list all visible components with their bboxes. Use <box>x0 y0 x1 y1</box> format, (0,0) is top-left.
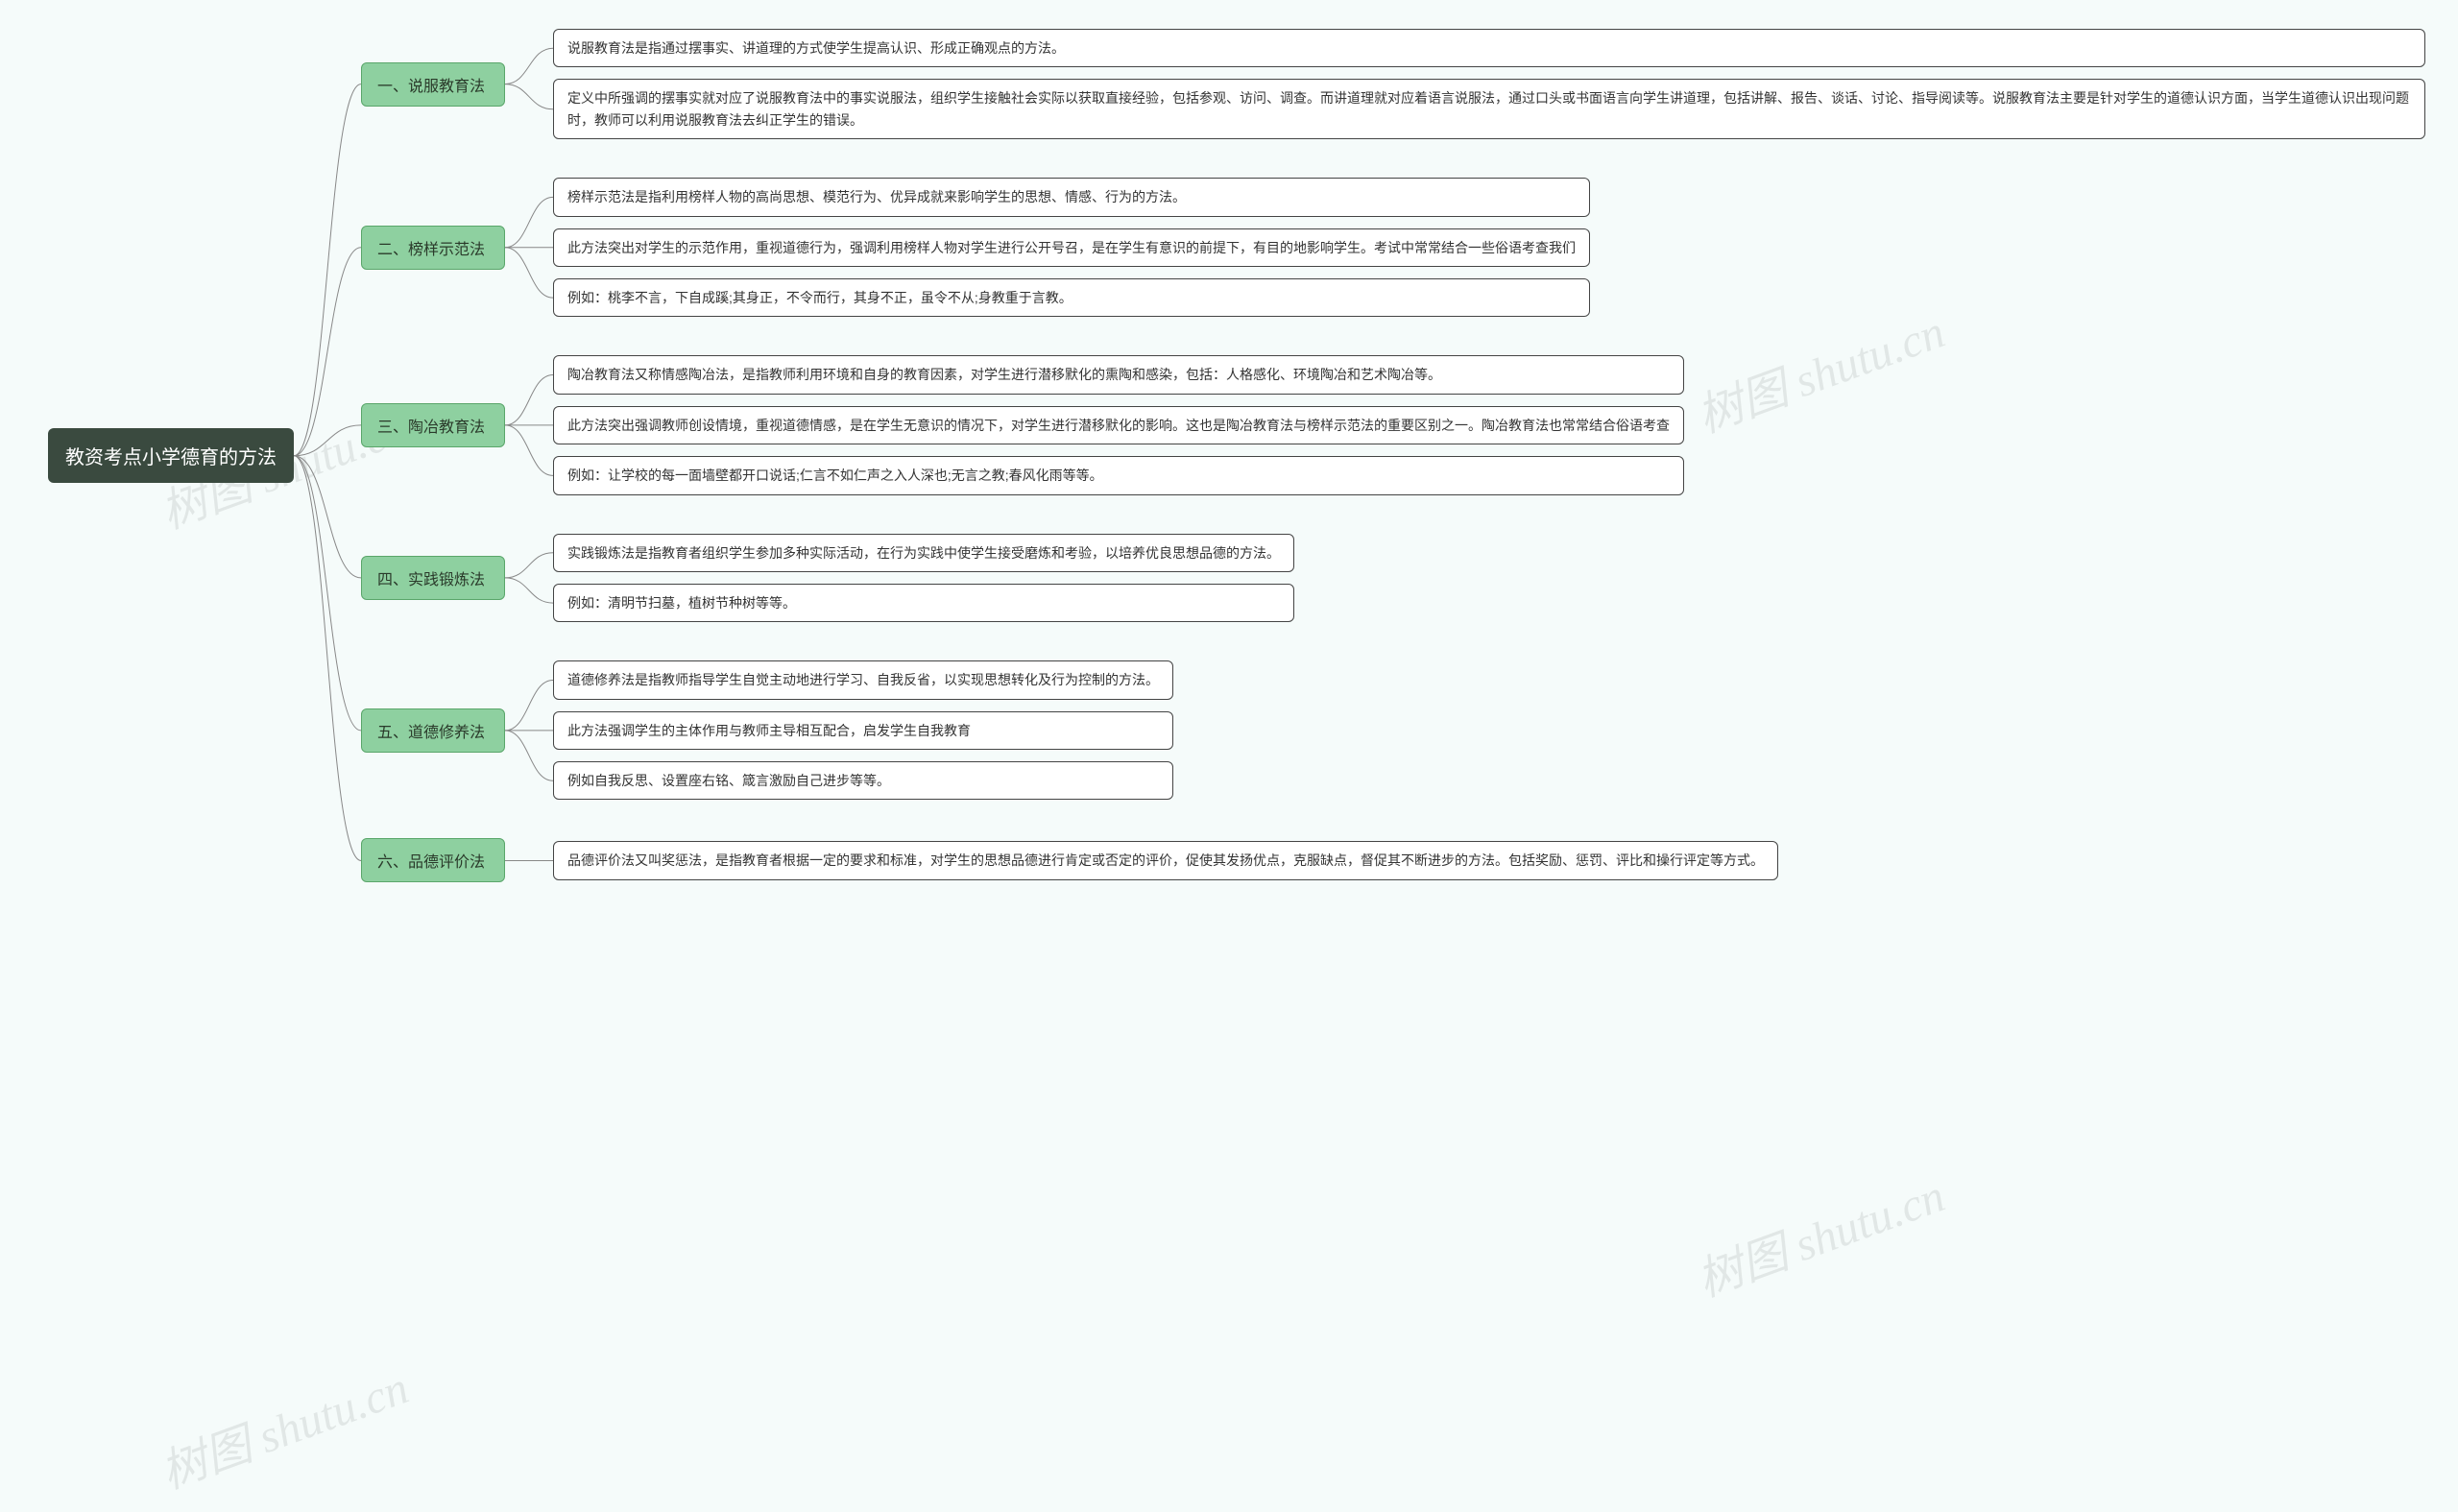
branch-group: 一、说服教育法 说服教育法是指通过摆事实、讲道理的方式使学生提高认识、形成正确观… <box>361 29 2425 139</box>
branch-group: 三、陶冶教育法 陶冶教育法又称情感陶冶法，是指教师利用环境和自身的教育因素，对学… <box>361 355 2425 494</box>
branch-node-4: 四、实践锻炼法 <box>361 556 505 600</box>
leaf-node: 实践锻炼法是指教育者组织学生参加多种实际活动，在行为实践中使学生接受磨炼和考验，… <box>553 534 1294 572</box>
leaf-node: 榜样示范法是指利用榜样人物的高尚思想、模范行为、优异成就来影响学生的思想、情感、… <box>553 178 1590 216</box>
branch-group: 六、品德评价法 品德评价法又叫奖惩法，是指教育者根据一定的要求和标准，对学生的思… <box>361 838 2425 882</box>
branch-node-1: 一、说服教育法 <box>361 62 505 107</box>
watermark: 树图 shutu.cn <box>150 1350 416 1501</box>
branch-group: 二、榜样示范法 榜样示范法是指利用榜样人物的高尚思想、模范行为、优异成就来影响学… <box>361 178 2425 317</box>
leaf-column: 说服教育法是指通过摆事实、讲道理的方式使学生提高认识、形成正确观点的方法。 定义… <box>553 29 2425 139</box>
leaf-node: 此方法突出强调教师创设情境，重视道德情感，是在学生无意识的情况下，对学生进行潜移… <box>553 406 1684 444</box>
leaf-node: 陶冶教育法又称情感陶冶法，是指教师利用环境和自身的教育因素，对学生进行潜移默化的… <box>553 355 1684 394</box>
leaf-node: 例如：清明节扫墓，植树节种树等等。 <box>553 584 1294 622</box>
leaf-node: 例如：让学校的每一面墙壁都开口说话;仁言不如仁声之入人深也;无言之教;春风化雨等… <box>553 456 1684 494</box>
branch-node-5: 五、道德修养法 <box>361 708 505 753</box>
leaf-node: 说服教育法是指通过摆事实、讲道理的方式使学生提高认识、形成正确观点的方法。 <box>553 29 2425 67</box>
branch-group: 五、道德修养法 道德修养法是指教师指导学生自觉主动地进行学习、自我反省，以实现思… <box>361 660 2425 800</box>
leaf-node: 道德修养法是指教师指导学生自觉主动地进行学习、自我反省，以实现思想转化及行为控制… <box>553 660 1173 699</box>
level1-column: 一、说服教育法 说服教育法是指通过摆事实、讲道理的方式使学生提高认识、形成正确观… <box>361 29 2425 882</box>
leaf-node: 此方法强调学生的主体作用与教师主导相互配合，启发学生自我教育 <box>553 711 1173 750</box>
branch-node-3: 三、陶冶教育法 <box>361 403 505 447</box>
leaf-node: 例如：桃李不言，下自成蹊;其身正，不令而行，其身不正，虽令不从;身教重于言教。 <box>553 278 1590 317</box>
branch-node-2: 二、榜样示范法 <box>361 226 505 270</box>
mindmap-diagram: 教资考点小学德育的方法 一、说服教育法 说服教育法是指通过摆事实、讲道理的方式使… <box>48 29 2425 882</box>
leaf-node: 此方法突出对学生的示范作用，重视道德行为，强调利用榜样人物对学生进行公开号召，是… <box>553 228 1590 267</box>
leaf-node: 例如自我反思、设置座右铭、箴言激励自己进步等等。 <box>553 761 1173 800</box>
leaf-column: 陶冶教育法又称情感陶冶法，是指教师利用环境和自身的教育因素，对学生进行潜移默化的… <box>553 355 1684 494</box>
branch-node-6: 六、品德评价法 <box>361 838 505 882</box>
leaf-column: 品德评价法又叫奖惩法，是指教育者根据一定的要求和标准，对学生的思想品德进行肯定或… <box>553 841 1778 879</box>
watermark: 树图 shutu.cn <box>1686 1158 1952 1309</box>
branch-group: 四、实践锻炼法 实践锻炼法是指教育者组织学生参加多种实际活动，在行为实践中使学生… <box>361 534 2425 623</box>
root-node: 教资考点小学德育的方法 <box>48 428 294 483</box>
leaf-column: 榜样示范法是指利用榜样人物的高尚思想、模范行为、优异成就来影响学生的思想、情感、… <box>553 178 1590 317</box>
leaf-column: 实践锻炼法是指教育者组织学生参加多种实际活动，在行为实践中使学生接受磨炼和考验，… <box>553 534 1294 623</box>
leaf-column: 道德修养法是指教师指导学生自觉主动地进行学习、自我反省，以实现思想转化及行为控制… <box>553 660 1173 800</box>
leaf-node: 定义中所强调的摆事实就对应了说服教育法中的事实说服法，组织学生接触社会实际以获取… <box>553 79 2425 139</box>
leaf-node: 品德评价法又叫奖惩法，是指教育者根据一定的要求和标准，对学生的思想品德进行肯定或… <box>553 841 1778 879</box>
